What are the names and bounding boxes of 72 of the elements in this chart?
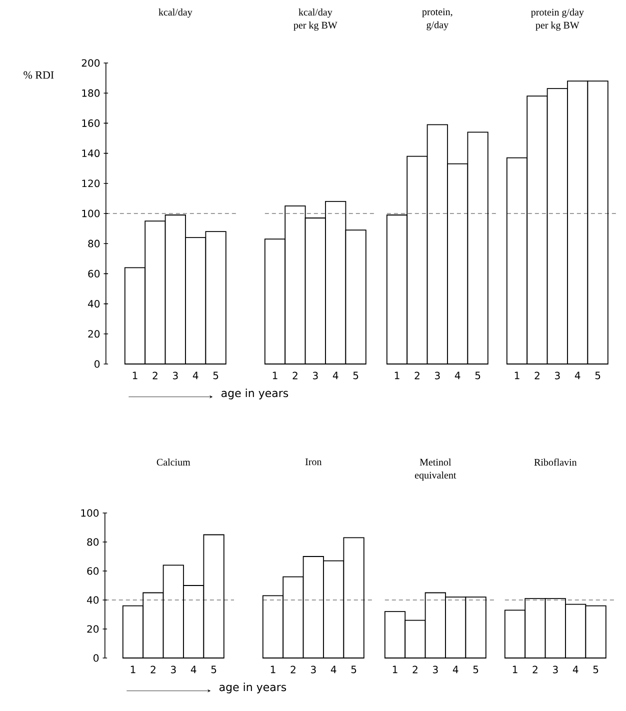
x-tick-label: 4 <box>330 666 336 674</box>
y-tick-label: 120 <box>82 180 100 188</box>
y-tick-label: 20 <box>87 625 99 633</box>
x-tick-label: 5 <box>351 666 356 674</box>
x-tick-label: 3 <box>310 666 316 674</box>
x-tick-label: 5 <box>475 372 480 380</box>
y-tick-label: 40 <box>86 596 99 604</box>
x-tick-label: 2 <box>292 372 298 380</box>
x-tick-label: 5 <box>593 666 598 674</box>
x-tick-label: 1 <box>394 372 400 380</box>
chart-title: protein g/day <box>531 8 584 18</box>
x-axis-title: age in years <box>221 388 288 400</box>
x-tick-label: 3 <box>312 372 318 380</box>
x-tick-label: 2 <box>532 666 538 674</box>
x-tick-label: 3 <box>172 372 178 380</box>
y-tick-label: 100 <box>81 509 99 517</box>
x-tick-label: 2 <box>150 666 156 674</box>
x-tick-label: 1 <box>270 666 276 674</box>
x-tick-label: 2 <box>290 666 296 674</box>
x-tick-label: 3 <box>554 372 560 380</box>
y-tick-label: 200 <box>82 59 100 67</box>
x-tick-label: 1 <box>392 666 398 674</box>
x-tick-label: 5 <box>213 372 218 380</box>
y-tick-label: 100 <box>82 210 100 218</box>
x-tick-label: 5 <box>211 666 216 674</box>
x-tick-label: 5 <box>353 372 358 380</box>
x-tick-label: 1 <box>514 372 520 380</box>
chart-title: kcal/day <box>158 8 192 18</box>
x-tick-label: 5 <box>595 372 600 380</box>
chart-title: Iron <box>305 458 322 466</box>
x-tick-label: 4 <box>192 372 198 380</box>
chart-title: Riboflavin <box>534 458 577 466</box>
x-tick-label: 3 <box>170 666 176 674</box>
chart-subtitle: per kg BW <box>536 22 580 31</box>
x-tick-label: 4 <box>190 666 196 674</box>
y-axis-title: % RDI <box>24 71 54 79</box>
x-tick-label: 2 <box>534 372 540 380</box>
y-tick-label: 0 <box>94 360 100 368</box>
y-tick-label: 40 <box>88 300 100 308</box>
y-tick-label: 0 <box>94 654 99 662</box>
x-tick-label: 4 <box>452 666 458 674</box>
x-tick-label: 2 <box>412 666 418 674</box>
y-tick-label: 160 <box>82 119 100 127</box>
x-tick-label: 1 <box>272 372 278 380</box>
chart-title: Calcium <box>156 458 190 466</box>
chart-title: kcal/day <box>298 8 332 18</box>
x-tick-label: 4 <box>574 372 580 380</box>
x-tick-label: 3 <box>434 372 440 380</box>
chart-title: protein, <box>422 8 452 18</box>
y-tick-label: 140 <box>82 150 100 158</box>
x-tick-label: 2 <box>414 372 420 380</box>
y-tick-label: 20 <box>88 330 100 338</box>
y-tick-label: 80 <box>87 538 99 546</box>
x-tick-label: 1 <box>512 666 518 674</box>
y-tick-label: 80 <box>88 240 100 248</box>
y-tick-label: 60 <box>88 270 100 278</box>
x-tick-label: 4 <box>332 372 338 380</box>
x-tick-label: 4 <box>454 372 460 380</box>
chart-subtitle: per kg BW <box>294 22 338 31</box>
x-tick-label: 1 <box>130 666 136 674</box>
chart-title: Metinol <box>420 458 452 466</box>
x-tick-label: 2 <box>152 372 158 380</box>
x-tick-label: 5 <box>473 666 478 674</box>
x-tick-label: 1 <box>132 372 138 380</box>
x-tick-label: 4 <box>572 666 578 674</box>
chart-subtitle: g/day <box>426 21 448 30</box>
x-axis-title: age in years <box>219 682 286 694</box>
x-tick-label: 3 <box>432 666 438 674</box>
chart-subtitle: equivalent <box>414 472 456 481</box>
x-tick-label: 3 <box>552 666 558 674</box>
y-tick-label: 60 <box>87 567 99 575</box>
y-tick-label: 180 <box>82 89 100 97</box>
